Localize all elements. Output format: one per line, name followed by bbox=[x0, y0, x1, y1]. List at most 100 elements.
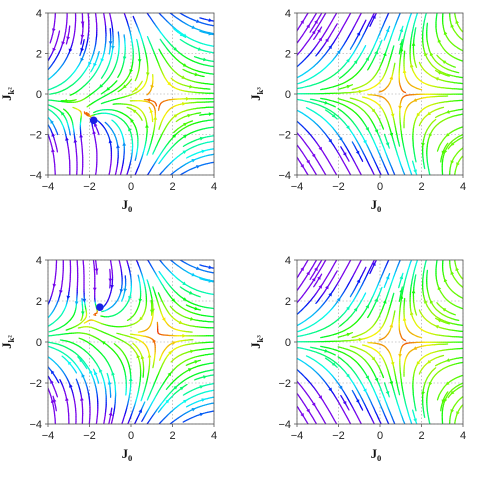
streamline-segment bbox=[146, 93, 150, 96]
y-tick-label: 4 bbox=[36, 8, 42, 20]
streamline-segment bbox=[342, 99, 348, 102]
y-tick-label: 2 bbox=[36, 49, 42, 61]
streamline-segment bbox=[297, 43, 298, 45]
streamline-segment bbox=[48, 61, 49, 62]
streamline-arrow bbox=[99, 84, 103, 88]
streamline-arrow bbox=[374, 50, 378, 55]
streamline-segment bbox=[319, 13, 323, 16]
streamline-arrow bbox=[208, 18, 213, 22]
streamline-arrow bbox=[443, 149, 448, 154]
x-tick-label: 2 bbox=[418, 181, 424, 193]
streamline-arrow bbox=[79, 358, 83, 363]
streamline-arrow bbox=[111, 45, 115, 50]
streamline-arrow bbox=[122, 142, 127, 146]
x-tick-label: −4 bbox=[42, 181, 55, 193]
streamline-arrow bbox=[81, 373, 85, 378]
streamline-arrow bbox=[179, 32, 184, 37]
fixed-point bbox=[89, 116, 98, 125]
streamline-segment bbox=[62, 108, 66, 111]
streamline-arrow bbox=[437, 38, 442, 43]
streamline-arrow bbox=[50, 370, 55, 375]
streamline-segment bbox=[343, 71, 348, 76]
streamline-segment bbox=[49, 40, 52, 44]
streamline-arrow bbox=[173, 47, 178, 51]
streamline-segment bbox=[418, 123, 421, 127]
streamline-segment bbox=[66, 347, 72, 351]
streamline-segment bbox=[48, 386, 49, 388]
streamline-arrow bbox=[355, 150, 360, 155]
streamline-arrow bbox=[445, 110, 450, 114]
streamline-arrow bbox=[119, 289, 124, 293]
streamline-segment bbox=[418, 61, 421, 65]
streamline-arrow bbox=[385, 142, 390, 147]
streamline-segment bbox=[104, 121, 108, 125]
streamline-arrow bbox=[328, 138, 332, 143]
streamline-arrow bbox=[306, 24, 310, 29]
streamline-segment bbox=[100, 76, 104, 79]
streamline-arrow bbox=[52, 47, 56, 52]
streamline-arrow bbox=[382, 52, 387, 57]
x-tick-label: −4 bbox=[291, 181, 304, 193]
streamline-arrow bbox=[208, 112, 213, 116]
streamline-segment bbox=[399, 13, 401, 15]
streamline-segment bbox=[295, 32, 296, 34]
streamline-arrow bbox=[187, 113, 192, 118]
streamline-arrow bbox=[80, 57, 84, 62]
streamline-segment bbox=[100, 102, 104, 105]
streamline-segment bbox=[52, 395, 55, 399]
streamline-arrow bbox=[399, 28, 404, 33]
streamline-segment bbox=[107, 333, 113, 337]
streamline-segment bbox=[190, 18, 196, 22]
streamline-arrow bbox=[172, 134, 177, 138]
y-tick-label: 0 bbox=[36, 89, 42, 101]
streamline-arrow bbox=[93, 62, 97, 67]
streamline-arrow bbox=[68, 48, 73, 53]
x-tick-label: 2 bbox=[169, 181, 175, 193]
streamline-segment bbox=[436, 148, 439, 152]
streamline-arrow bbox=[358, 89, 363, 94]
streamline-arrow bbox=[318, 37, 323, 42]
streamline-segment bbox=[59, 379, 62, 383]
streamline-arrow bbox=[88, 61, 92, 66]
streamline-arrow bbox=[80, 21, 85, 26]
streamline-segment bbox=[48, 356, 49, 358]
x-tick-label: −2 bbox=[332, 181, 345, 193]
streamline-arrow bbox=[421, 142, 425, 147]
streamline-arrow bbox=[52, 398, 57, 403]
streamline-arrow bbox=[346, 58, 350, 63]
streamline-segment bbox=[364, 19, 367, 23]
streamline-arrow bbox=[314, 19, 318, 24]
streamline-segment bbox=[434, 115, 438, 119]
streamline-arrow bbox=[427, 111, 431, 116]
streamline-arrow bbox=[108, 41, 113, 45]
streamline-segment bbox=[94, 346, 99, 351]
streamline-segment bbox=[436, 54, 439, 58]
streamline-segment bbox=[53, 387, 57, 393]
streamline-arrow bbox=[92, 130, 96, 135]
streamline-arrow bbox=[73, 138, 78, 143]
streamline-arrow bbox=[324, 100, 329, 105]
streamline-arrow bbox=[108, 278, 113, 283]
streamline-segment bbox=[83, 321, 87, 324]
x-tick-label: 4 bbox=[211, 181, 217, 193]
streamline-segment bbox=[374, 13, 377, 16]
streamline-segment bbox=[80, 85, 85, 90]
tick-labels: −4 −2 0 2 4 −4 −2 0 2 4 bbox=[278, 8, 466, 193]
streamline-segment bbox=[48, 104, 51, 106]
y-tick-label: −4 bbox=[29, 170, 42, 182]
streamline-arrow bbox=[372, 14, 376, 19]
streamline-segment bbox=[335, 117, 338, 120]
streamline-arrow bbox=[153, 116, 158, 120]
streamline-segment bbox=[92, 368, 96, 372]
streamline-arrow bbox=[374, 129, 379, 134]
streamline-segment bbox=[163, 99, 169, 102]
streamline-arrow bbox=[402, 69, 407, 74]
streamline-arrow bbox=[389, 75, 394, 80]
streamline-segment bbox=[428, 172, 431, 175]
y-axis-label: Jk³ bbox=[249, 87, 265, 101]
streamline-segment bbox=[190, 120, 194, 123]
streamline-segment bbox=[79, 53, 82, 57]
streamline-arrow bbox=[66, 36, 70, 41]
streamline-segment bbox=[382, 126, 385, 130]
